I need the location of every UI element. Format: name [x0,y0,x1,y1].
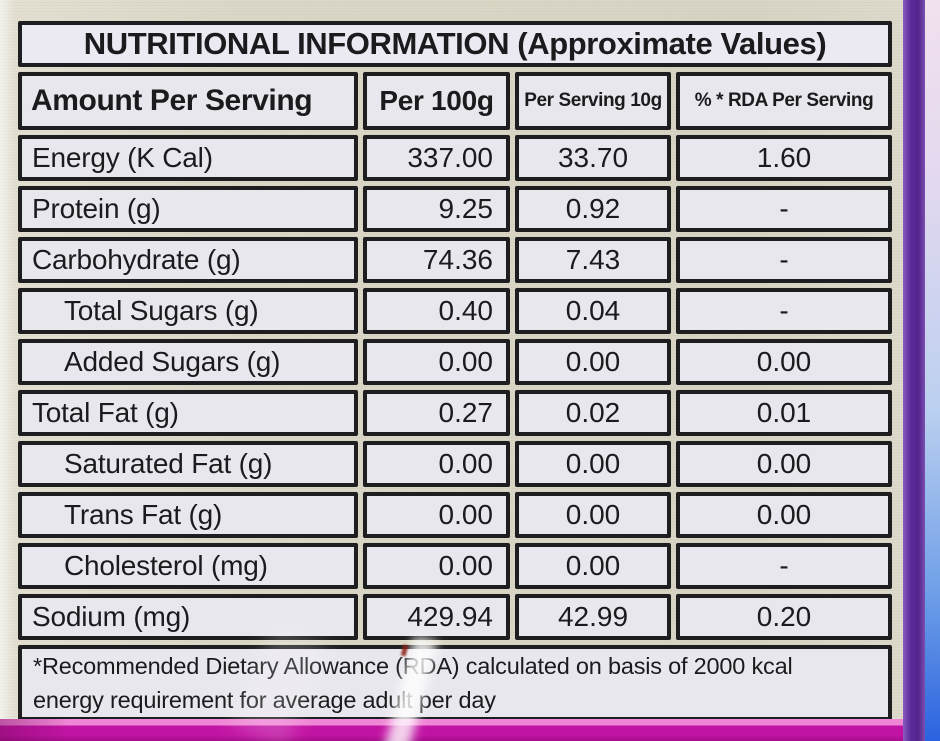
value-rda-per-serving: 0.00 [676,441,892,487]
table-row: Energy (K Cal) 337.00 33.70 1.60 [18,135,892,181]
value-per-100g: 0.27 [363,390,510,436]
value-rda-per-serving: 1.60 [676,135,892,181]
value-per-100g: 74.36 [363,237,510,283]
value-per-100g: 0.00 [363,441,510,487]
value-per-100g: 0.00 [363,492,510,538]
value-per-100g: 337.00 [363,135,510,181]
package-edge-gradient [925,0,940,741]
column-header-amount-per-serving: Amount Per Serving [18,72,358,130]
value-rda-per-serving: 0.00 [676,492,892,538]
table-row: Total Sugars (g) 0.40 0.04- [18,288,892,334]
table-row: Trans Fat (g) 0.00 0.00 0.00 [18,492,892,538]
value-rda-per-serving: - [676,543,892,589]
value-per-serving-10g: 7.43 [515,237,671,283]
value-per-serving-10g: 0.00 [515,543,671,589]
row-label: Saturated Fat (g) [18,441,358,487]
row-label: Total Fat (g) [18,390,358,436]
row-label: Total Sugars (g) [18,288,358,334]
table-row: Sodium (mg) 429.94 42.99 0.20 [18,594,892,640]
value-per-100g: 9.25 [363,186,510,232]
value-per-serving-10g: 33.70 [515,135,671,181]
row-label: Energy (K Cal) [18,135,358,181]
footnote-line-2: energy requirement for average adult per… [33,686,496,713]
package-bottom-magenta-stripe [0,719,912,741]
value-rda-per-serving: - [676,237,892,283]
footnote-line-1: *Recommended Dietary Allowance (RDA) cal… [33,652,793,679]
value-per-100g: 0.00 [363,339,510,385]
column-header-per-100g: Per 100g [363,72,510,130]
value-rda-per-serving: - [676,288,892,334]
value-per-serving-10g: 0.00 [515,339,671,385]
value-rda-per-serving: 0.01 [676,390,892,436]
package-edge-purple-stripe [903,0,925,741]
column-header-per-serving-10g: Per Serving 10g [515,72,671,130]
table-title: NUTRITIONAL INFORMATION (Approximate Val… [18,21,892,67]
table-row: Protein (g) 9.25 0.92- [18,186,892,232]
table-row: Saturated Fat (g) 0.00 0.00 0.00 [18,441,892,487]
table-header-row: Amount Per Serving Per 100g Per Serving … [18,72,892,130]
value-per-100g: 429.94 [363,594,510,640]
table-row: Carbohydrate (g) 74.36 7.43- [18,237,892,283]
row-label: Added Sugars (g) [18,339,358,385]
row-label: Protein (g) [18,186,358,232]
rda-footnote: *Recommended Dietary Allowance (RDA) cal… [18,645,892,721]
table-row: Cholesterol (mg) 0.00 0.00- [18,543,892,589]
row-label: Trans Fat (g) [18,492,358,538]
nutrition-facts-table: NUTRITIONAL INFORMATION (Approximate Val… [18,21,892,721]
value-per-serving-10g: 0.00 [515,492,671,538]
row-label: Carbohydrate (g) [18,237,358,283]
value-per-100g: 0.00 [363,543,510,589]
value-rda-per-serving: 0.00 [676,339,892,385]
value-per-serving-10g: 0.00 [515,441,671,487]
row-label: Sodium (mg) [18,594,358,640]
value-per-serving-10g: 42.99 [515,594,671,640]
column-header-rda-per-serving: % * RDA Per Serving [676,72,892,130]
table-row: Added Sugars (g) 0.00 0.00 0.00 [18,339,892,385]
row-label: Cholesterol (mg) [18,543,358,589]
value-rda-per-serving: - [676,186,892,232]
value-per-serving-10g: 0.02 [515,390,671,436]
value-rda-per-serving: 0.20 [676,594,892,640]
value-per-serving-10g: 0.92 [515,186,671,232]
value-per-100g: 0.40 [363,288,510,334]
table-row: Total Fat (g) 0.27 0.02 0.01 [18,390,892,436]
value-per-serving-10g: 0.04 [515,288,671,334]
